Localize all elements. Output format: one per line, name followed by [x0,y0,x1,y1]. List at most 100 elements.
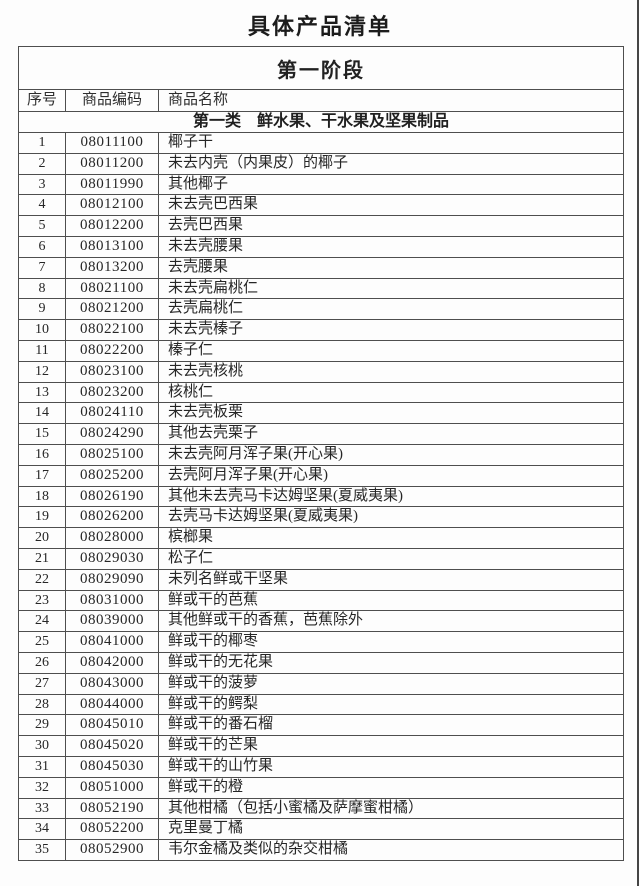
row-number-cell: 22 [18,568,66,591]
row-number-cell: 31 [18,755,66,778]
table-row: 14 08024110 未去壳板栗 [18,402,625,425]
row-number-cell: 8 [18,277,66,300]
product-code-cell: 08042000 [65,651,159,674]
product-name-cell: 核桃仁 [157,381,625,404]
table-row: 22 08029090 未列名鲜或干坚果 [18,568,625,591]
product-name-cell: 克里曼丁橘 [157,818,625,841]
row-number-cell: 20 [18,527,66,549]
product-code-cell: 08025100 [65,443,159,466]
product-code-cell: 08011100 [65,132,159,154]
table-row: 20 08028000 槟榔果 [18,527,625,549]
row-number-cell: 25 [18,631,66,653]
row-number-cell: 3 [18,173,66,196]
row-number-cell: 16 [18,443,66,466]
table-row: 7 08013200 去壳腰果 [18,256,625,279]
product-code-cell: 08021200 [65,298,159,321]
table-row: 17 08025200 去壳阿月浑子果(开心果) [18,464,625,487]
table-row: 26 08042000 鲜或干的无花果 [18,651,625,674]
table-row: 12 08023100 未去壳核桃 [18,360,625,383]
table-row: 1 08011100 椰子干 [18,132,625,154]
row-number-cell: 34 [18,818,66,841]
table-row: 31 08045030 鲜或干的山竹果 [18,755,625,778]
product-code-cell: 08029090 [65,568,159,591]
product-name-cell: 去壳腰果 [157,256,625,279]
table-row: 32 08051000 鲜或干的橙 [18,776,625,799]
phase-header: 第一阶段 [17,46,625,90]
row-number-cell: 13 [18,381,66,404]
product-name-cell: 榛子仁 [157,339,625,362]
product-name-cell: 去壳马卡达姆坚果(夏威夷果) [157,506,625,529]
product-code-cell: 08012100 [65,194,159,217]
row-number-cell: 19 [18,506,66,529]
column-header-no: 序号 [18,89,66,112]
product-name-cell: 槟榔果 [157,527,625,549]
product-name-cell: 鲜或干的橙 [157,776,625,799]
row-number-cell: 15 [18,423,66,445]
product-name-cell: 鲜或干的番石榴 [157,714,625,737]
product-name-cell: 未去壳阿月浑子果(开心果) [157,443,625,466]
product-name-cell: 未去壳腰果 [157,235,625,258]
table-row: 24 08039000 其他鲜或干的香蕉，芭蕉除外 [18,610,625,633]
table-row: 15 08024290 其他去壳栗子 [18,423,625,445]
table-row: 2 08011200 未去内壳（内果皮）的椰子 [18,152,625,175]
row-number-cell: 14 [18,402,66,425]
product-code-cell: 08029030 [65,547,159,570]
product-code-cell: 08023100 [65,360,159,383]
row-number-cell: 2 [18,152,66,175]
product-code-cell: 08045020 [65,735,159,757]
table-row: 35 08052900 韦尔金橘及类似的杂交柑橘 [18,839,625,861]
product-name-cell: 未去壳板栗 [157,402,625,425]
product-name-cell: 其他去壳栗子 [157,423,625,445]
product-code-cell: 08031000 [65,589,159,612]
product-table: 第一阶段 序号 商品编码 商品名称 第一类 鲜水果、干水果及坚果制品 1 080… [17,46,625,861]
row-number-cell: 7 [18,256,66,279]
row-number-cell: 11 [18,339,66,362]
row-number-cell: 33 [18,797,66,820]
product-name-cell: 去壳巴西果 [157,215,625,237]
row-number-cell: 30 [18,735,66,757]
product-name-cell: 未去壳巴西果 [157,194,625,217]
product-code-cell: 08025200 [65,464,159,487]
scan-edge-artifact [637,0,639,886]
row-number-cell: 10 [18,319,66,341]
product-name-cell: 椰子干 [157,132,625,154]
product-name-cell: 鲜或干的山竹果 [157,755,625,778]
table-row: 10 08022100 未去壳榛子 [18,319,625,341]
row-number-cell: 12 [18,360,66,383]
table-row: 34 08052200 克里曼丁橘 [18,818,625,841]
table-row: 4 08012100 未去壳巴西果 [18,194,625,217]
product-code-cell: 08039000 [65,610,159,633]
phase-header-row: 第一阶段 [17,46,625,90]
product-code-cell: 08052190 [65,797,159,820]
product-code-cell: 08022100 [65,319,159,341]
product-name-cell: 去壳扁桃仁 [157,298,625,321]
table-row: 30 08045020 鲜或干的芒果 [18,735,625,757]
product-code-cell: 08024110 [65,402,159,425]
table-row: 29 08045010 鲜或干的番石榴 [18,714,625,737]
product-code-cell: 08045030 [65,755,159,778]
product-code-cell: 08022200 [65,339,159,362]
table-row: 18 08026190 其他未去壳马卡达姆坚果(夏威夷果) [18,485,625,508]
product-code-cell: 08045010 [65,714,159,737]
row-number-cell: 29 [18,714,66,737]
table-row: 9 08021200 去壳扁桃仁 [18,298,625,321]
column-header-row: 序号 商品编码 商品名称 [18,89,625,112]
table-row: 6 08013100 未去壳腰果 [18,235,625,258]
product-name-cell: 鲜或干的无花果 [157,651,625,674]
row-number-cell: 28 [18,693,66,716]
product-code-cell: 08028000 [65,527,159,549]
product-code-cell: 08041000 [65,631,159,653]
row-number-cell: 18 [18,485,66,508]
row-number-cell: 9 [18,298,66,321]
table-row: 28 08044000 鲜或干的鳄梨 [18,693,625,716]
product-code-cell: 08021100 [65,277,159,300]
product-code-cell: 08013200 [65,256,159,279]
table-row: 27 08043000 鲜或干的菠萝 [18,672,625,695]
product-code-cell: 08013100 [65,235,159,258]
product-code-cell: 08023200 [65,381,159,404]
product-code-cell: 08024290 [65,423,159,445]
product-code-cell: 08026200 [65,506,159,529]
column-header-name: 商品名称 [157,89,625,112]
product-name-cell: 去壳阿月浑子果(开心果) [157,464,625,487]
